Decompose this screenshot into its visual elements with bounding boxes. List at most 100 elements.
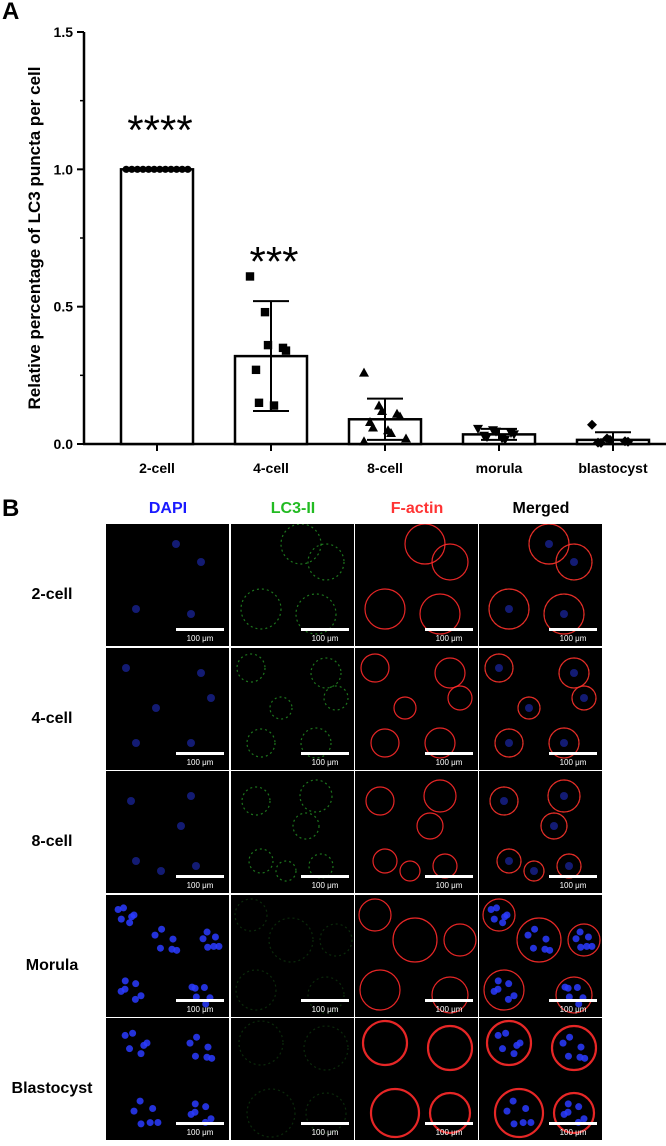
scale-bar-label: 100 μm [435,881,463,890]
row-label-morula: Morula [25,957,79,974]
row-label-blastocyst: Blastocyst [11,1080,93,1097]
scale-bar [301,1122,349,1125]
x-tick-label: 4-cell [253,460,289,476]
micrograph-blastocyst-dapi: 100 μm [106,1018,229,1140]
data-point [133,165,141,173]
scale-bar-label: 100 μm [186,1005,214,1014]
data-point [359,436,369,446]
scale-bar-label: 100 μm [186,881,214,890]
micrograph-grid: DAPI LC3-II F-actin Merged 2-cell 4-cell… [0,490,666,1146]
scale-bar [176,999,224,1002]
scale-bar-label: 100 μm [559,1005,587,1014]
data-point [260,307,270,317]
scale-bar [425,752,473,755]
scale-bar-label: 100 μm [435,1005,463,1014]
data-point [139,165,147,173]
scale-bar [549,875,597,878]
scale-bar-label: 100 μm [435,1128,463,1137]
column-header-dapi: DAPI [148,500,188,517]
scale-bar-label: 100 μm [435,758,463,767]
x-tick-label: 2-cell [139,460,175,476]
micrograph-blastocyst-lc3-ii: 100 μm [231,1018,354,1140]
data-point [263,340,273,350]
data-point [122,165,130,173]
micrograph-4-cell-lc3-ii: 100 μm [231,648,354,770]
x-tick-label: 8-cell [367,460,403,476]
data-point [281,346,291,355]
bar [119,168,195,446]
scale-bar-label: 100 μm [186,634,214,643]
micrograph-4-cell-dapi: 100 μm [106,648,229,770]
scale-bar-label: 100 μm [186,1128,214,1137]
micrograph-morula-merged: 100 μm [479,895,602,1017]
data-point [473,424,483,434]
micrograph-2-cell-lc3-ii: 100 μm [231,524,354,646]
scale-bar [549,752,597,755]
micrograph-4-cell-merged: 100 μm [479,648,602,770]
micrograph-morula-f-actin: 100 μm [355,895,478,1017]
micrograph-2-cell-dapi: 100 μm [106,524,229,646]
row-label-4cell: 4-cell [31,710,73,727]
scale-bar [425,999,473,1002]
scale-bar [301,875,349,878]
scale-bar [301,752,349,755]
scale-bar [425,628,473,631]
y-tick-label: 1.5 [54,24,74,40]
column-header-merged: Merged [512,500,570,517]
scale-bar-label: 100 μm [559,881,587,890]
data-point [482,433,492,443]
data-point [173,165,181,173]
scale-bar-label: 100 μm [311,758,339,767]
scale-bar-label: 100 μm [559,634,587,643]
row-label-2cell: 2-cell [31,586,73,603]
significance-label: **** [127,106,192,153]
panel-b-label: B [2,495,20,522]
data-point [178,165,186,173]
scale-bar-label: 100 μm [186,758,214,767]
data-point [145,165,153,173]
scale-bar [425,1122,473,1125]
data-point [368,422,378,432]
significance-label: *** [249,238,298,285]
column-header-lc3: LC3-II [270,500,316,517]
data-point [184,165,192,173]
micrograph-2-cell-f-actin: 100 μm [355,524,478,646]
x-tick-label: morula [476,460,523,476]
scale-bar [301,628,349,631]
micrograph-8-cell-merged: 100 μm [479,771,602,893]
data-point [254,398,264,407]
scale-bar-label: 100 μm [559,1128,587,1137]
scale-bar [549,1122,597,1125]
data-point [401,433,411,443]
data-point [161,165,169,173]
y-tick-label: 0.0 [54,436,74,452]
micrograph-4-cell-f-actin: 100 μm [355,648,478,770]
data-point [150,165,158,173]
data-point [251,365,261,375]
scale-bar [176,875,224,878]
y-axis-label: Relative percentage of LC3 puncta per ce… [25,67,44,410]
y-tick-label: 1.0 [54,161,74,177]
row-label-8cell: 8-cell [31,833,73,850]
data-point [587,419,597,430]
scale-bar-label: 100 μm [311,1128,339,1137]
data-point [509,430,519,440]
scale-bar-label: 100 μm [559,758,587,767]
scale-bar [301,999,349,1002]
column-header-factin: F-actin [390,500,444,517]
data-point [269,401,279,410]
scale-bar [549,999,597,1002]
micrograph-8-cell-f-actin: 100 μm [355,771,478,893]
scale-bar-label: 100 μm [311,881,339,890]
micrograph-blastocyst-merged: 100 μm [479,1018,602,1140]
scale-bar [176,628,224,631]
scale-bar [549,628,597,631]
micrograph-morula-lc3-ii: 100 μm [231,895,354,1017]
micrograph-8-cell-lc3-ii: 100 μm [231,771,354,893]
y-tick-label: 0.5 [54,299,74,315]
scale-bar [176,1122,224,1125]
panel-a-label: A [2,0,20,25]
scale-bar [425,875,473,878]
micrograph-8-cell-dapi: 100 μm [106,771,229,893]
data-point [167,165,175,173]
